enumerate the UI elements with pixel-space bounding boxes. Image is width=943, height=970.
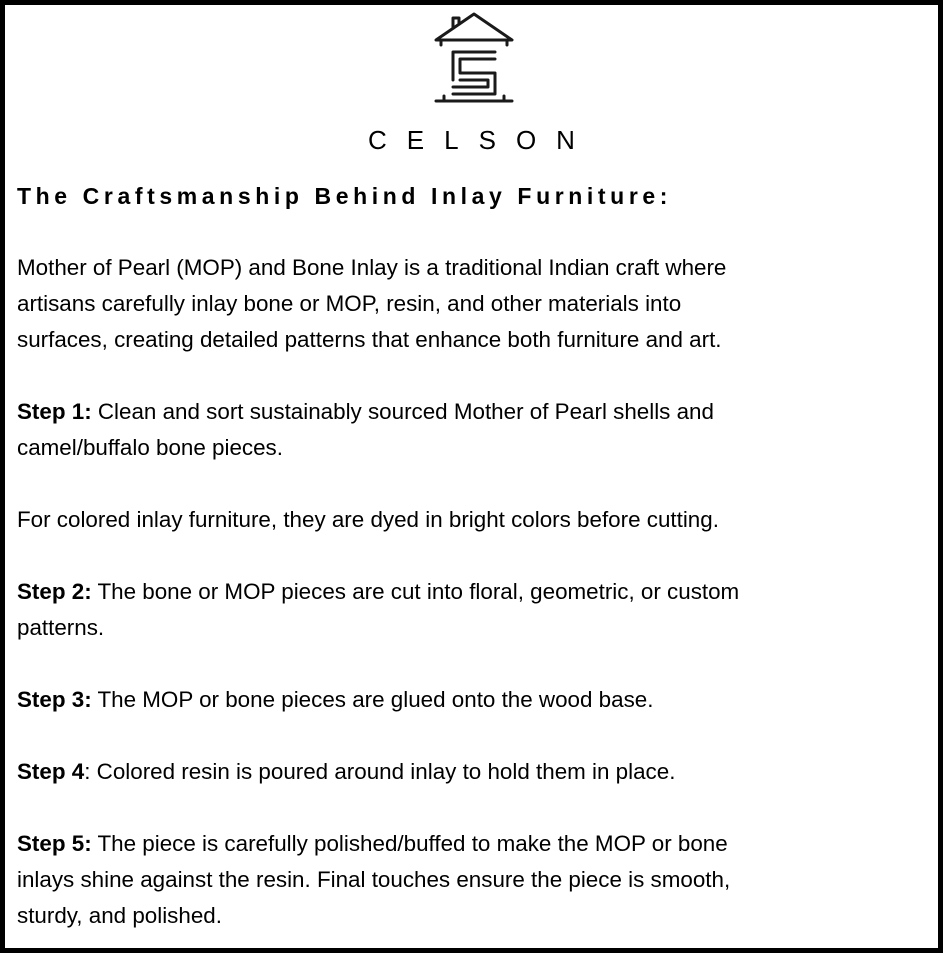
- brand-name: CELSON: [368, 125, 595, 155]
- text-line: The bone or MOP pieces are cut into flor…: [91, 579, 740, 604]
- page-heading: The Craftsmanship Behind Inlay Furniture…: [17, 183, 673, 209]
- intro-paragraph: Mother of Pearl (MOP) and Bone Inlay is …: [17, 250, 927, 358]
- step-5: Step 5: The piece is carefully polished/…: [17, 826, 927, 934]
- text-line: : Colored resin is poured around inlay t…: [84, 759, 676, 784]
- text-line: The piece is carefully polished/buffed t…: [91, 831, 728, 856]
- text-line: artisans carefully inlay bone or MOP, re…: [17, 291, 682, 316]
- document-body: Mother of Pearl (MOP) and Bone Inlay is …: [17, 250, 927, 970]
- step-1: Step 1: Clean and sort sustainably sourc…: [17, 394, 927, 466]
- note-paragraph: For colored inlay furniture, they are dy…: [17, 502, 927, 538]
- step-3: Step 3: The MOP or bone pieces are glued…: [17, 682, 927, 718]
- step-2: Step 2: The bone or MOP pieces are cut i…: [17, 574, 927, 646]
- text-line: camel/buffalo bone pieces.: [17, 435, 283, 460]
- text-line: Mother of Pearl (MOP) and Bone Inlay is …: [17, 255, 727, 280]
- step-4: Step 4: Colored resin is poured around i…: [17, 754, 927, 790]
- step-label: Step 3:: [17, 687, 92, 712]
- text-line: Clean and sort sustainably sourced Mothe…: [91, 399, 714, 424]
- text-line: For colored inlay furniture, they are dy…: [17, 507, 719, 532]
- text-line: The MOP or bone pieces are glued onto th…: [91, 687, 654, 712]
- step-label: Step 1:: [17, 399, 92, 424]
- text-line: patterns.: [17, 615, 105, 640]
- step-label: Step 2:: [17, 579, 92, 604]
- house-s-logo-icon: [434, 12, 514, 103]
- text-line: sturdy, and polished.: [17, 903, 222, 928]
- text-line: inlays shine against the resin. Final to…: [17, 867, 731, 892]
- step-label: Step 5:: [17, 831, 92, 856]
- step-label: Step 4: [17, 759, 85, 784]
- text-line: surfaces, creating detailed patterns tha…: [17, 327, 722, 352]
